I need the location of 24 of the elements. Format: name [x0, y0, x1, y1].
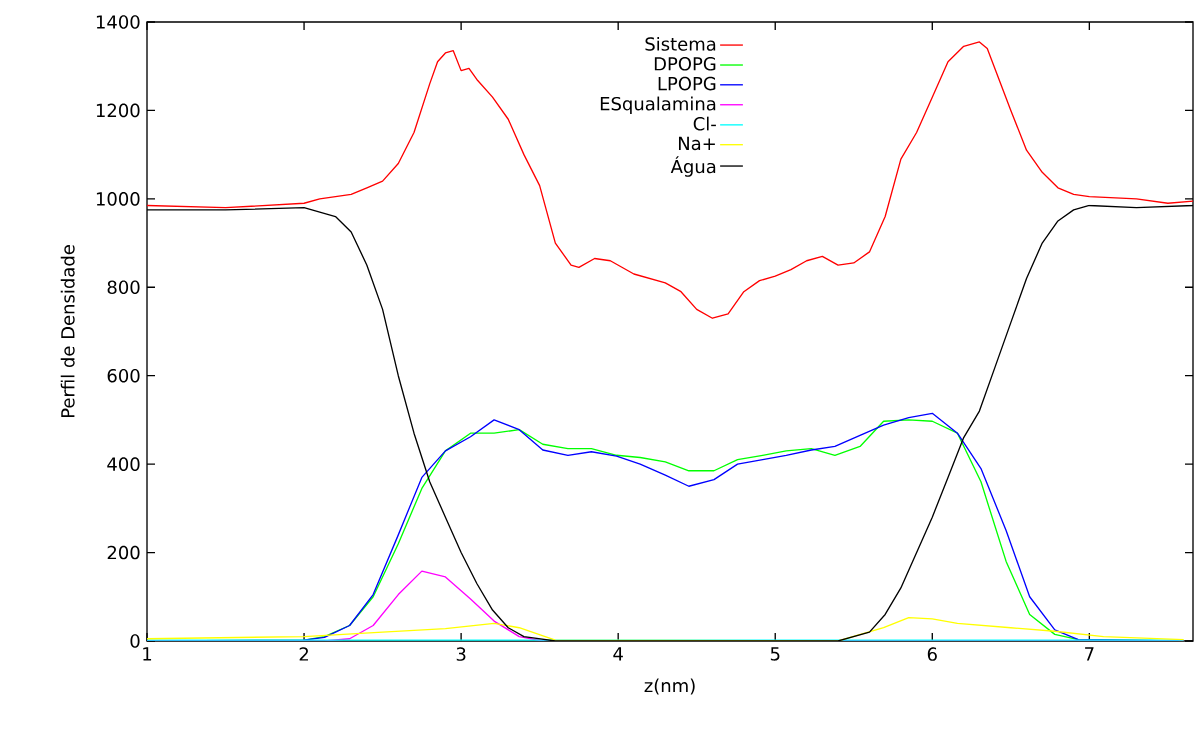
x-tick-label: 6	[927, 647, 937, 661]
y-tick-label: 1400	[96, 15, 140, 29]
x-axis-title: z(nm)	[644, 678, 695, 695]
y-tick-label: 1000	[96, 192, 140, 206]
y-tick-label: 800	[107, 280, 140, 295]
legend-label: DPOPG	[654, 56, 716, 71]
y-axis-title: Perfil de Densidade	[60, 245, 75, 418]
x-tick-label: 3	[456, 647, 466, 661]
legend-label: ESqualamina	[600, 96, 716, 114]
x-tick-label: 5	[770, 647, 780, 661]
legend-label: Sistema	[645, 36, 716, 51]
legend-label: LPOPG	[658, 76, 716, 91]
legend-label: Água	[670, 156, 716, 177]
x-tick-label: 2	[299, 647, 308, 661]
legend-label: Cl-	[693, 116, 716, 131]
y-tick-label: 0	[130, 634, 140, 648]
y-tick-label: 600	[107, 368, 140, 383]
x-tick-label: 1	[143, 647, 152, 661]
x-tick-label: 4	[613, 647, 623, 661]
x-tick-label: 7	[1085, 647, 1094, 661]
y-tick-label: 200	[107, 545, 140, 560]
y-tick-label: 1200	[96, 103, 140, 118]
y-tick-label: 400	[107, 457, 140, 471]
legend-label: Na+	[678, 136, 715, 151]
